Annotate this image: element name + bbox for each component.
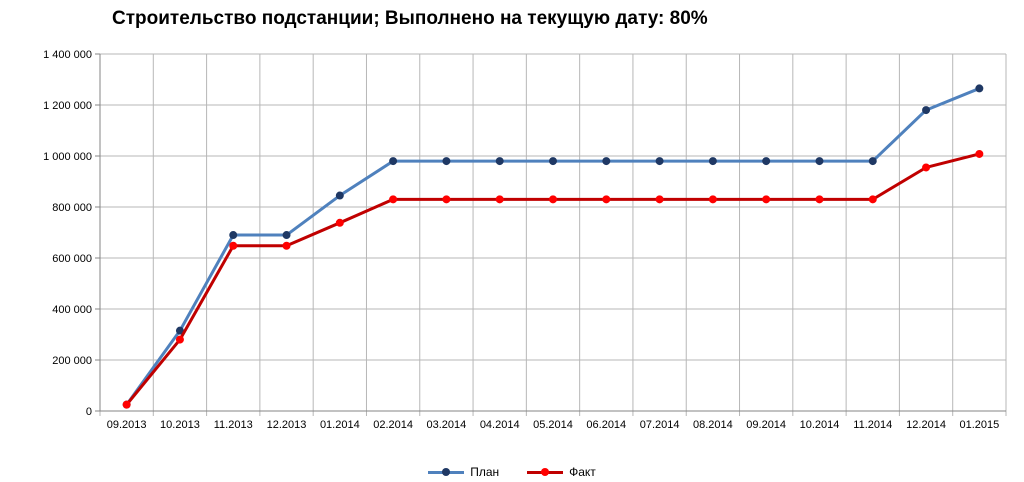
- data-point: [602, 195, 611, 204]
- x-tick-label: 10.2014: [800, 419, 840, 431]
- legend-swatch-plan: [428, 467, 465, 477]
- x-tick-label: 03.2014: [427, 419, 467, 431]
- data-point: [975, 149, 984, 158]
- x-tick-label: 09.2013: [107, 419, 147, 431]
- legend-label-plan: План: [470, 465, 500, 479]
- data-point: [762, 195, 771, 204]
- axes: 0 200 000 400 000 600 000 800 000 1 000 000 1 …: [43, 49, 1006, 431]
- series-line-1: [125, 152, 980, 406]
- y-tick-label: 800 000: [52, 202, 92, 214]
- series-lines: [122, 84, 984, 409]
- x-tick-label: 12.2014: [906, 419, 946, 431]
- data-point: [229, 241, 238, 250]
- x-tick-label: 08.2014: [693, 419, 733, 431]
- y-tick-label: 0: [86, 406, 92, 418]
- data-point: [602, 157, 611, 166]
- x-tick-label: 04.2014: [480, 419, 520, 431]
- data-point: [122, 400, 131, 409]
- data-point: [442, 157, 451, 166]
- legend-label-fact: Факт: [569, 465, 596, 479]
- data-point: [922, 163, 931, 172]
- legend-swatch-fact: [527, 467, 564, 477]
- data-point: [549, 195, 557, 204]
- y-tick-label: 400 000: [52, 304, 92, 316]
- x-tick-label: 01.2014: [320, 419, 360, 431]
- data-point: [922, 106, 931, 115]
- x-tick-label: 02.2014: [373, 419, 413, 431]
- x-tick-label: 09.2014: [746, 419, 786, 431]
- x-tick-label: 10.2013: [160, 419, 200, 431]
- data-point: [708, 195, 717, 204]
- y-tick-label: 600 000: [52, 253, 92, 265]
- data-point: [175, 335, 184, 344]
- y-tick-label: 200 000: [52, 355, 92, 367]
- legend-item-fact: Факт: [527, 463, 596, 481]
- legend-item-plan: План: [428, 463, 499, 481]
- data-point: [389, 195, 398, 204]
- data-point: [655, 157, 664, 166]
- data-point: [495, 195, 504, 204]
- data-point: [868, 195, 877, 204]
- data-point: [335, 218, 344, 227]
- grid: [99, 53, 1007, 416]
- y-tick-label: 1 000 000: [43, 151, 92, 163]
- data-point: [442, 195, 451, 204]
- data-point: [975, 84, 984, 93]
- x-tick-label: 05.2014: [533, 419, 573, 431]
- data-point: [815, 195, 824, 204]
- y-tick-label: 1 400 000: [43, 49, 92, 61]
- data-point: [762, 157, 771, 166]
- x-tick-label: 01.2015: [959, 419, 999, 431]
- legend: План Факт: [0, 463, 1024, 481]
- data-point: [815, 157, 824, 166]
- data-point: [655, 195, 664, 204]
- chart-title: Строительство подстанции; Выполнено на т…: [112, 8, 708, 29]
- x-tick-label: 07.2014: [640, 419, 680, 431]
- x-tick-label: 12.2013: [267, 419, 307, 431]
- x-tick-label: 11.2014: [853, 419, 892, 431]
- data-point: [229, 231, 238, 240]
- data-point: [335, 191, 344, 200]
- data-point: [282, 241, 291, 250]
- data-point: [868, 157, 877, 166]
- y-tick-label: 1 200 000: [43, 100, 92, 112]
- data-point: [282, 231, 291, 240]
- data-point: [708, 157, 717, 166]
- x-tick-label: 11.2013: [214, 419, 253, 431]
- data-point: [549, 157, 557, 166]
- x-tick-label: 06.2014: [586, 419, 626, 431]
- data-point: [495, 157, 504, 166]
- data-point: [389, 157, 398, 166]
